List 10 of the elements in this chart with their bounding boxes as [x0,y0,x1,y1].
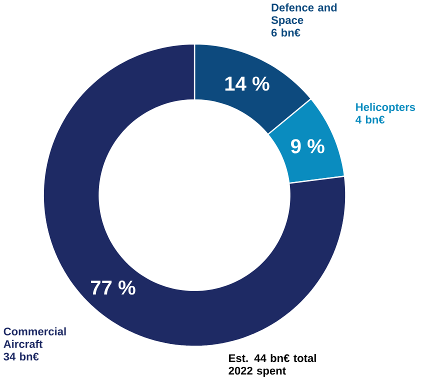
text: Est. 44 bn€ total 2022 spent [228,354,316,377]
text: 4 bn€ [356,115,385,124]
data-label: 14 % [225,76,270,91]
text: 34 bn€ [4,352,39,360]
slice-label: Commercial Aircraft [4,327,66,348]
slice-label: Helicopters [356,102,416,114]
data-label: 9 % [291,139,324,154]
text: 6 bn€ [271,28,300,36]
data-label: 77 % [90,280,136,295]
slice-label: Defence and Space [271,3,337,26]
